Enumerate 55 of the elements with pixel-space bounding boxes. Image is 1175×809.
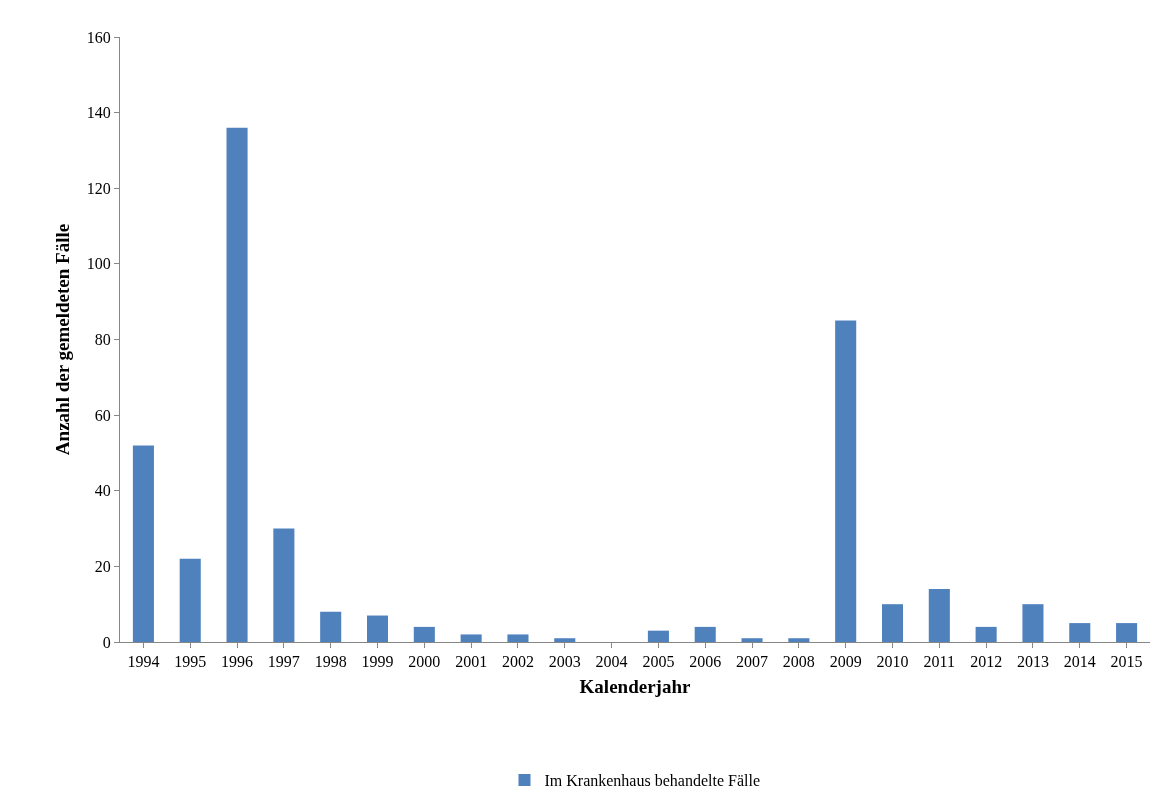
x-tick-label: 2003	[548, 653, 581, 671]
bar	[647, 630, 669, 642]
bar	[788, 638, 810, 642]
bar	[413, 626, 435, 642]
bar	[1116, 623, 1138, 642]
bar	[320, 611, 342, 642]
y-axis-title: Anzahl der gemeldeten Fälle	[51, 223, 73, 456]
x-tick-label: 1995	[174, 653, 207, 671]
x-tick-label: 1996	[221, 653, 254, 671]
y-tick-label: 160	[86, 28, 111, 46]
x-tick-label: 2011	[923, 653, 956, 671]
x-tick-label: 2013	[1016, 653, 1049, 671]
y-tick-label: 120	[86, 179, 111, 197]
x-tick-label: 2010	[876, 653, 909, 671]
bar	[179, 558, 201, 642]
bar	[273, 528, 295, 642]
x-tick-label: 2015	[1110, 653, 1143, 671]
x-tick-label: 2004	[595, 653, 628, 671]
x-tick-label: 2001	[455, 653, 488, 671]
x-tick-label: 1998	[314, 653, 347, 671]
bar	[1022, 604, 1044, 642]
bar	[928, 589, 950, 642]
x-tick-label: 2012	[970, 653, 1003, 671]
bar	[460, 634, 482, 642]
x-tick-label: 2005	[642, 653, 675, 671]
legend-label: Im Krankenhaus behandelte Fälle	[544, 772, 760, 790]
x-axis-title: Kalenderjahr	[579, 676, 691, 697]
x-tick-label: 1999	[361, 653, 394, 671]
bar	[975, 626, 997, 642]
bar	[132, 445, 154, 642]
y-tick-label: 20	[94, 557, 111, 575]
x-tick-label: 1997	[267, 653, 300, 671]
x-tick-label: 2002	[501, 653, 534, 671]
y-tick-label: 0	[102, 633, 111, 651]
x-tick-label: 2009	[829, 653, 862, 671]
bar	[226, 127, 248, 642]
y-tick-label: 140	[86, 104, 111, 122]
x-tick-label: 2007	[736, 653, 769, 671]
x-tick-label: 2008	[782, 653, 815, 671]
bar	[554, 638, 576, 642]
bar	[881, 604, 904, 642]
x-tick-label: 2006	[689, 653, 722, 671]
bar	[507, 634, 529, 642]
y-tick-label: 40	[94, 482, 111, 500]
bar	[1069, 623, 1091, 642]
bar	[366, 615, 389, 642]
y-tick-label: 100	[86, 255, 111, 273]
x-tick-label: 1994	[127, 653, 160, 671]
bar	[741, 638, 763, 642]
y-tick-label: 60	[94, 406, 111, 424]
bar	[835, 320, 857, 642]
x-tick-label: 2000	[408, 653, 441, 671]
bar	[694, 626, 716, 642]
x-tick-label: 2014	[1063, 653, 1096, 671]
y-tick-label: 80	[94, 331, 111, 349]
